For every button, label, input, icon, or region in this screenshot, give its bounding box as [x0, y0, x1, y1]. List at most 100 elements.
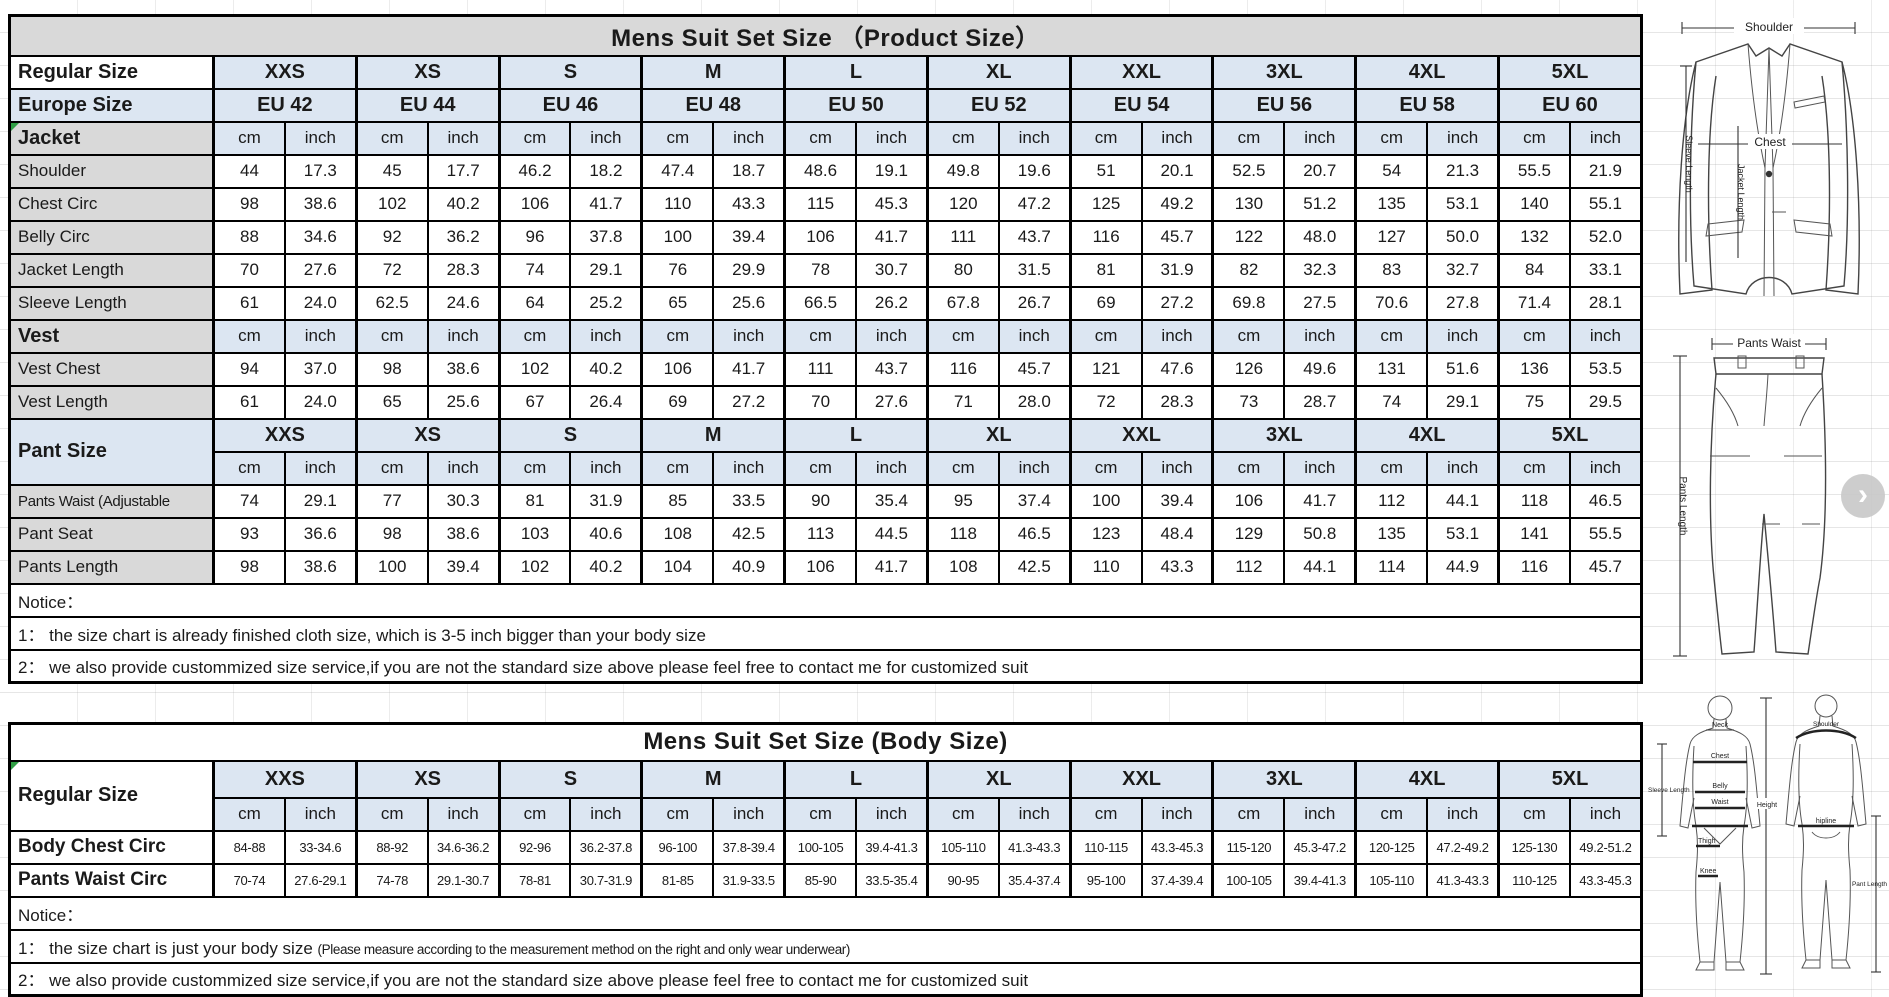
cm-value: 100	[354, 549, 429, 585]
cm-value: 122	[1211, 219, 1286, 255]
belly-label: Belly	[1712, 783, 1728, 790]
cm-value: 67.8	[925, 285, 1000, 321]
cm-value: 49.8	[925, 153, 1000, 189]
inch-value: 37.8-39.4	[712, 829, 786, 865]
inch-value: 38.6	[427, 516, 501, 552]
notice-line-2: 2： we also provide custommized size serv…	[8, 961, 1643, 997]
cm-value: 54	[1354, 153, 1429, 189]
cm-value: 106	[1211, 483, 1286, 519]
carousel-next-button[interactable]: ›	[1841, 474, 1885, 518]
cm-value: 46.2	[497, 153, 572, 189]
inch-unit-header: inch	[998, 796, 1072, 832]
inch-unit-header: inch	[1569, 450, 1643, 486]
cm-value: 125-130	[1497, 829, 1571, 865]
chevron-right-icon: ›	[1858, 477, 1868, 511]
pants-waist-label: Pants Waist	[1737, 336, 1801, 350]
inch-unit-header: inch	[1283, 796, 1357, 832]
inch-value: 27.8	[1426, 285, 1500, 321]
size-header: XS	[354, 759, 501, 799]
cm-value: 110	[1068, 549, 1143, 585]
inch-value: 41.7	[855, 219, 929, 255]
eu-size-header: EU 44	[354, 87, 501, 123]
inch-value: 36.2	[427, 219, 501, 255]
jacket-length-label: Jacket Length	[1736, 164, 1746, 220]
inch-value: 41.7	[712, 351, 786, 387]
cm-value: 90-95	[925, 862, 1000, 898]
size-header: XS	[354, 54, 501, 90]
inch-value: 31.9	[1141, 252, 1214, 288]
inch-value: 33.1	[1569, 252, 1643, 288]
cm-value: 125	[1068, 186, 1143, 222]
inch-value: 44.9	[1426, 549, 1500, 585]
cm-value: 73	[1211, 384, 1286, 420]
notice-line-1: 1： the size chart is just your body size…	[8, 928, 1643, 964]
row-label: Jacket Length	[8, 252, 215, 288]
inch-value: 50.8	[1283, 516, 1357, 552]
row-label: Pants Waist Circ	[8, 862, 215, 898]
cm-value: 45	[354, 153, 429, 189]
cm-unit-header: cm	[783, 796, 858, 832]
cm-value: 74-78	[354, 862, 429, 898]
cm-value: 135	[1354, 186, 1429, 222]
cm-value: 135	[1354, 516, 1429, 552]
cm-value: 115-120	[1211, 829, 1286, 865]
pant-size-header: 3XL	[1211, 417, 1357, 453]
cm-value: 96	[497, 219, 572, 255]
inch-value: 55.1	[1569, 186, 1643, 222]
cm-value: 95	[925, 483, 1000, 519]
inch-value: 21.9	[1569, 153, 1643, 189]
inch-value: 21.3	[1426, 153, 1500, 189]
cm-value: 126	[1211, 351, 1286, 387]
cm-value: 76	[640, 252, 715, 288]
inch-value: 39.4	[712, 219, 786, 255]
vest-section-label: Vest	[8, 318, 215, 354]
cm-unit-header: cm	[211, 120, 286, 156]
inch-unit-header: inch	[284, 796, 358, 832]
inch-value: 42.5	[998, 549, 1072, 585]
size-header: L	[783, 759, 929, 799]
size-header: 5XL	[1497, 54, 1643, 90]
inch-value: 39.4-41.3	[1283, 862, 1357, 898]
cm-value: 70-74	[211, 862, 286, 898]
pant-size-header: XXS	[212, 417, 358, 453]
inch-unit-header: inch	[1283, 318, 1357, 354]
row-label: Belly Circ	[8, 219, 215, 255]
inch-value: 40.2	[427, 186, 501, 222]
inch-unit-header: inch	[1283, 120, 1357, 156]
inch-value: 25.6	[427, 384, 501, 420]
cm-unit-header: cm	[497, 318, 572, 354]
cm-unit-header: cm	[1497, 796, 1571, 832]
cm-value: 113	[783, 516, 858, 552]
cm-value: 78	[783, 252, 858, 288]
inch-value: 34.6-36.2	[427, 829, 501, 865]
inch-value: 45.7	[998, 351, 1072, 387]
regular-size-label: Regular Size	[8, 759, 215, 832]
inch-unit-header: inch	[1426, 796, 1500, 832]
inch-unit-header: inch	[712, 796, 786, 832]
inch-value: 35.4	[855, 483, 929, 519]
inch-value: 39.4-41.3	[855, 829, 929, 865]
cm-value: 48.6	[783, 153, 858, 189]
row-label: Shoulder	[8, 153, 215, 189]
cm-value: 110	[640, 186, 715, 222]
cm-value: 81	[497, 483, 572, 519]
inch-value: 24.0	[284, 384, 358, 420]
inch-value: 32.7	[1426, 252, 1500, 288]
eu-size-header: EU 58	[1354, 87, 1500, 123]
jacket-measurement-diagram: Shoulder Chest Jacket Length	[1652, 6, 1885, 324]
cm-value: 72	[1068, 384, 1143, 420]
cm-value: 102	[497, 351, 572, 387]
inch-value: 44.5	[855, 516, 929, 552]
inch-value: 53.1	[1426, 186, 1500, 222]
inch-value: 29.1	[569, 252, 643, 288]
cm-value: 74	[497, 252, 572, 288]
row-label: Pant Seat	[8, 516, 215, 552]
cm-value: 106	[783, 219, 858, 255]
inch-value: 19.1	[855, 153, 929, 189]
cm-value: 88	[211, 219, 286, 255]
cm-value: 121	[1068, 351, 1143, 387]
inch-value: 31.9-33.5	[712, 862, 786, 898]
cm-value: 65	[640, 285, 715, 321]
cm-value: 92	[354, 219, 429, 255]
